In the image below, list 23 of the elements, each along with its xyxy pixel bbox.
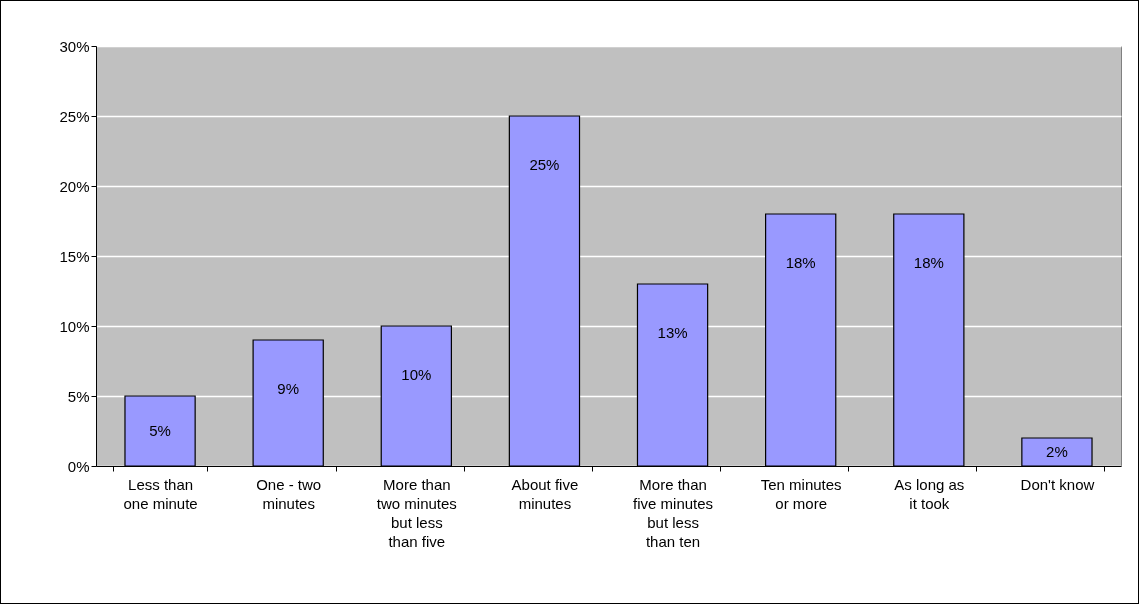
x-tick-label: About five minutes xyxy=(511,475,579,512)
x-tick-label: Ten minutes or more xyxy=(760,475,842,512)
y-tick-label: 30% xyxy=(59,37,90,55)
y-tick-label: 20% xyxy=(59,177,90,195)
y-tick-label: 0% xyxy=(67,457,90,475)
x-tick-label: One - two minutes xyxy=(256,475,322,512)
y-tick-label: 5% xyxy=(67,387,90,405)
x-tick-label: Don't know xyxy=(1020,475,1095,493)
data-label: 18% xyxy=(913,254,944,271)
x-tick-label: More than two minutes but less than five xyxy=(376,475,457,550)
data-label: 10% xyxy=(401,366,432,383)
data-label: 13% xyxy=(657,324,688,341)
data-label: 25% xyxy=(529,156,560,173)
x-tick-label: More than five minutes but less than ten xyxy=(633,475,714,550)
y-tick-label: 15% xyxy=(59,247,90,265)
data-label: 2% xyxy=(1046,443,1068,460)
data-label: 5% xyxy=(149,422,171,439)
y-tick-label: 10% xyxy=(59,317,90,335)
x-tick-label: Less than one minute xyxy=(123,475,198,512)
data-label: 18% xyxy=(785,254,816,271)
data-label: 9% xyxy=(277,380,300,397)
y-tick-label: 25% xyxy=(59,107,90,125)
x-tick-label: As long as it took xyxy=(894,475,965,512)
